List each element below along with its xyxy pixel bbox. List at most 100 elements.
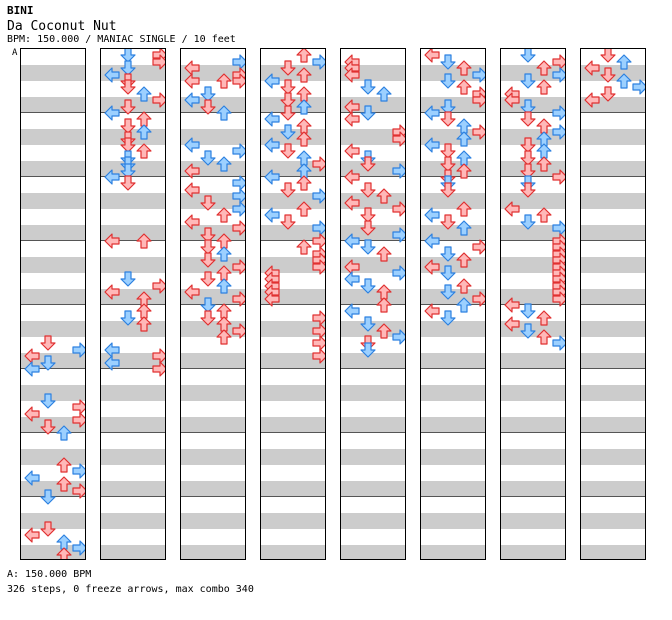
arrow-up-icon xyxy=(456,79,472,95)
arrow-right-icon xyxy=(552,67,565,83)
arrow-down-icon xyxy=(440,156,456,172)
arrow-right-icon xyxy=(392,329,405,345)
arrow-down-icon xyxy=(120,175,136,191)
measure-line xyxy=(101,112,165,113)
arrow-up-icon xyxy=(536,329,552,345)
arrow-down-icon xyxy=(40,335,56,351)
measure-line xyxy=(421,496,485,497)
arrow-down-icon xyxy=(280,60,296,76)
arrow-up-icon xyxy=(216,156,232,172)
step-stats: 326 steps, 0 freeze arrows, max combo 34… xyxy=(7,584,254,595)
arrow-left-icon xyxy=(184,92,200,108)
arrow-up-icon xyxy=(616,54,632,70)
arrow-left-icon xyxy=(264,169,280,185)
arrow-right-icon xyxy=(392,131,405,147)
arrow-down-icon xyxy=(440,99,456,115)
arrow-left-icon xyxy=(264,207,280,223)
arrow-up-icon xyxy=(536,60,552,76)
arrow-left-icon xyxy=(184,137,200,153)
arrow-down-icon xyxy=(280,79,296,95)
arrow-down-icon xyxy=(360,342,376,358)
arrow-up-icon xyxy=(456,131,472,147)
measure-line xyxy=(581,432,645,433)
arrow-left-icon xyxy=(504,316,520,332)
measure-line xyxy=(101,368,165,369)
arrow-down-icon xyxy=(360,156,376,172)
arrow-down-icon xyxy=(600,49,616,63)
arrow-right-icon xyxy=(552,105,565,121)
measure-line xyxy=(261,432,325,433)
arrow-up-icon xyxy=(136,86,152,102)
arrow-up-icon xyxy=(56,457,72,473)
arrow-right-icon xyxy=(232,323,245,339)
measure-line xyxy=(181,368,245,369)
arrow-right-icon xyxy=(152,54,165,70)
arrow-up-icon xyxy=(296,67,312,83)
arrow-down-icon xyxy=(280,143,296,159)
arrow-up-icon xyxy=(136,316,152,332)
measure-line xyxy=(581,304,645,305)
arrow-down-icon xyxy=(120,49,136,63)
arrow-left-icon xyxy=(184,284,200,300)
arrow-right-icon xyxy=(232,73,245,89)
arrow-left-icon xyxy=(184,73,200,89)
arrow-up-icon xyxy=(296,99,312,115)
arrow-right-icon xyxy=(72,463,85,479)
arrow-left-icon xyxy=(104,169,120,185)
bpm-legend: A: 150.000 BPM xyxy=(7,569,92,580)
arrow-up-icon xyxy=(376,297,392,313)
arrow-left-icon xyxy=(344,143,360,159)
arrow-down-icon xyxy=(440,246,456,262)
measure-line xyxy=(261,368,325,369)
arrow-right-icon xyxy=(72,540,85,556)
arrow-left-icon xyxy=(344,195,360,211)
arrow-up-icon xyxy=(296,175,312,191)
arrow-down-icon xyxy=(40,489,56,505)
arrow-right-icon xyxy=(72,342,85,358)
arrow-down-icon xyxy=(520,214,536,230)
arrow-down-icon xyxy=(120,79,136,95)
measure-line xyxy=(501,176,565,177)
arrow-left-icon xyxy=(344,233,360,249)
arrow-up-icon xyxy=(136,143,152,159)
arrow-up-icon xyxy=(456,220,472,236)
arrow-left-icon xyxy=(264,73,280,89)
arrow-down-icon xyxy=(200,99,216,115)
arrow-down-icon xyxy=(200,86,216,102)
arrow-left-icon xyxy=(344,303,360,319)
arrow-left-icon xyxy=(504,201,520,217)
arrow-down-icon xyxy=(520,111,536,127)
arrow-left-icon xyxy=(424,49,440,63)
measure-line xyxy=(501,304,565,305)
measure-line xyxy=(581,112,645,113)
arrow-down-icon xyxy=(440,54,456,70)
measure-line xyxy=(421,304,485,305)
arrow-down-icon xyxy=(120,271,136,287)
measure-line xyxy=(581,496,645,497)
measure-line xyxy=(101,304,165,305)
arrow-right-icon xyxy=(472,67,485,83)
measure-line xyxy=(341,368,405,369)
arrow-left-icon xyxy=(584,92,600,108)
arrow-right-icon xyxy=(152,361,165,377)
arrow-down-icon xyxy=(40,521,56,537)
arrow-left-icon xyxy=(344,111,360,127)
arrow-up-icon xyxy=(376,246,392,262)
chart-column xyxy=(500,48,566,560)
arrow-down-icon xyxy=(120,118,136,134)
arrow-down-icon xyxy=(120,163,136,179)
arrow-left-icon xyxy=(344,271,360,287)
measure-line xyxy=(181,176,245,177)
arrow-left-icon xyxy=(104,355,120,371)
measure-line xyxy=(421,368,485,369)
arrow-up-icon xyxy=(56,547,72,559)
arrow-down-icon xyxy=(40,419,56,435)
measure-line xyxy=(501,368,565,369)
arrow-right-icon xyxy=(232,220,245,236)
arrow-down-icon xyxy=(520,150,536,166)
arrow-down-icon xyxy=(520,49,536,63)
arrow-up-icon xyxy=(536,310,552,326)
chart-column xyxy=(20,48,86,560)
arrow-right-icon xyxy=(152,278,165,294)
arrow-down-icon xyxy=(360,79,376,95)
